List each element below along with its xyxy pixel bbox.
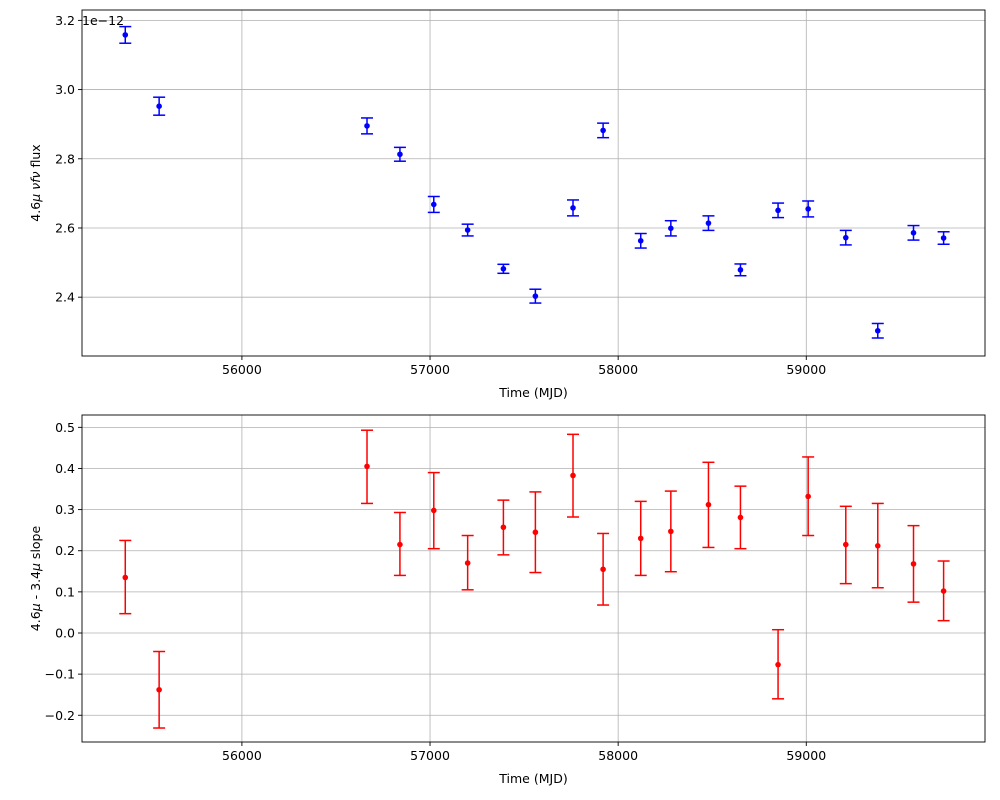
data-point	[532, 529, 539, 536]
data-point	[842, 234, 849, 241]
y-tick-label: 2.4	[55, 290, 75, 305]
data-point	[500, 266, 507, 272]
data-point	[668, 528, 674, 535]
plot-frame	[81, 9, 986, 357]
data-point	[637, 237, 644, 244]
y-axis-label-part: flux	[28, 144, 43, 171]
x-tick-label: 57000	[410, 748, 450, 763]
data-point	[464, 560, 471, 566]
x-tick-label: 58000	[598, 362, 638, 377]
data-point	[737, 514, 744, 521]
y-tick-label: 0.5	[55, 420, 75, 435]
y-axis-label-part: μ	[28, 603, 43, 612]
y-tick-label: 3.0	[55, 82, 75, 97]
data-point	[156, 686, 162, 693]
data-point	[156, 103, 162, 109]
y-axis-label-part: slope	[28, 526, 43, 564]
data-point	[122, 32, 129, 38]
plot-frame	[81, 414, 986, 743]
y-axis-label: 4.6μ νfν flux	[28, 144, 43, 221]
data-point	[397, 541, 403, 548]
data-point	[805, 493, 811, 500]
x-tick-label: 56000	[222, 748, 262, 763]
flux-panel: 56000 57000 58000 59000 2.4 2.6 2.8 3.0 3.2 Time …	[28, 9, 986, 400]
y-tick-label: 2.8	[55, 151, 75, 166]
data-point	[600, 127, 606, 134]
x-axis-label: Time (MJD)	[498, 771, 567, 786]
y-tick-label: 0.3	[55, 502, 75, 517]
data-point	[874, 327, 881, 334]
y-tick-label: 0.1	[55, 584, 75, 599]
y-axis-label-part: μ	[28, 194, 43, 203]
y-axis-label-part: μ	[28, 563, 43, 572]
y-tick-label: 3.2	[55, 13, 75, 28]
data-point	[910, 230, 917, 236]
data-point	[668, 225, 674, 232]
data-point	[364, 123, 370, 129]
data-point	[775, 661, 781, 668]
data-point	[940, 588, 947, 594]
data-point	[532, 293, 539, 299]
y-axis-label-part: - 3.4	[28, 571, 43, 603]
data-point	[600, 566, 606, 573]
y-tick-label: 0.2	[55, 543, 75, 558]
y-tick-label: 0.4	[55, 461, 75, 476]
data-point	[122, 574, 129, 581]
data-point	[464, 227, 471, 233]
y-axis-label-part: 4.6	[28, 611, 43, 631]
data-point	[940, 235, 947, 241]
y-axis-label-part: νfν	[28, 171, 43, 189]
data-point	[874, 543, 881, 549]
data-point	[364, 463, 370, 470]
data-point	[570, 205, 576, 211]
y-axis-label-part: 4.6	[28, 202, 43, 222]
data-point	[775, 207, 781, 214]
data-point	[737, 267, 744, 273]
slope-panel: 56000 57000 58000 59000 −0.2 −0.1 0.0 0.1 0.2 0.3…	[28, 414, 986, 786]
y-tick-label: 2.6	[55, 220, 75, 235]
data-point	[430, 507, 437, 514]
data-point	[397, 151, 403, 158]
y-tick-label: −0.2	[45, 708, 75, 723]
x-axis-label: Time (MJD)	[498, 385, 567, 400]
data-point	[500, 524, 507, 531]
x-tick-label: 57000	[410, 362, 450, 377]
data-point	[805, 206, 811, 212]
data-point	[570, 472, 576, 479]
data-point	[910, 561, 917, 567]
x-tick-label: 59000	[786, 748, 826, 763]
data-point	[705, 501, 712, 508]
data-point	[430, 201, 437, 208]
data-point	[705, 220, 712, 226]
x-tick-label: 58000	[598, 748, 638, 763]
y-offset-label: 1e−12	[82, 13, 124, 28]
x-tick-label: 59000	[786, 362, 826, 377]
x-tick-label: 56000	[222, 362, 262, 377]
y-axis-label: 4.6μ - 3.4μ slope	[28, 526, 43, 632]
data-point	[637, 535, 644, 542]
y-tick-label: −0.1	[45, 667, 75, 682]
y-tick-label: 0.0	[55, 626, 75, 641]
data-point	[842, 541, 849, 548]
